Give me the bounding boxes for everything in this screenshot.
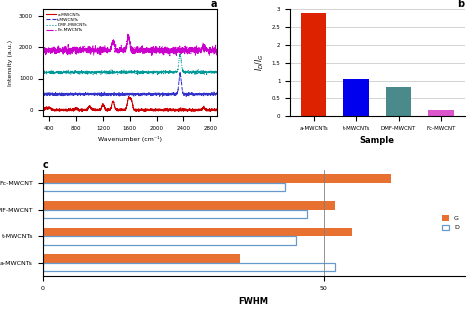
Fe-MWCNTs [177, 50, 183, 54]
Fe-MWCNTs [126, 32, 131, 36]
X-axis label: Wavenumber (cm⁻¹): Wavenumber (cm⁻¹) [98, 137, 162, 143]
Fe-MWCNTs [209, 47, 215, 51]
Legend: a-MWCNTs, t-MWCNTs, DMF-MWCNTs, Fe-MWCNTs: a-MWCNTs, t-MWCNTs, DMF-MWCNTs, Fe-MWCNT… [45, 12, 88, 33]
Bar [428, 110, 454, 116]
a-MWCNTs [209, 109, 215, 112]
a-MWCNTs [120, 108, 126, 112]
Fe-MWCNTs [167, 54, 173, 58]
Fe-MWCNTs [120, 50, 126, 54]
t-MWCNTs [177, 71, 183, 74]
a-MWCNTs [40, 107, 46, 111]
Bar [43, 228, 352, 236]
a-MWCNTs [49, 107, 55, 111]
Bar [301, 13, 326, 116]
a-MWCNTs [214, 108, 220, 112]
DMF-MWCNTs [120, 70, 126, 74]
Bar [43, 210, 307, 218]
DMF-MWCNTs [177, 54, 183, 58]
DMF-MWCNTs [177, 52, 183, 56]
DMF-MWCNTs [40, 70, 46, 74]
t-MWCNTs [120, 92, 126, 96]
Fe-MWCNTs [125, 40, 130, 44]
DMF-MWCNTs [214, 69, 220, 73]
t-MWCNTs [177, 71, 183, 74]
DMF-MWCNTs [125, 71, 130, 75]
Bar [343, 79, 369, 116]
Fe-MWCNTs [209, 49, 215, 52]
Bar [43, 201, 335, 210]
DMF-MWCNTs [49, 70, 55, 74]
DMF-MWCNTs [209, 72, 215, 76]
X-axis label: Sample: Sample [360, 137, 395, 145]
t-MWCNTs [209, 92, 215, 96]
Bar [43, 263, 335, 272]
Fe-MWCNTs [40, 50, 46, 54]
Bar [43, 254, 239, 263]
t-MWCNTs [49, 92, 55, 96]
Line: a-MWCNTs: a-MWCNTs [43, 97, 217, 112]
a-MWCNTs [125, 100, 130, 104]
t-MWCNTs [209, 92, 215, 95]
Text: a: a [210, 0, 217, 9]
Fe-MWCNTs [214, 47, 220, 51]
Bar [386, 87, 411, 116]
a-MWCNTs [136, 110, 142, 114]
Fe-MWCNTs [49, 48, 55, 51]
Text: b: b [457, 0, 465, 9]
Line: Fe-MWCNTs: Fe-MWCNTs [43, 34, 217, 56]
X-axis label: FWHM: FWHM [238, 297, 269, 306]
Text: c: c [43, 160, 48, 170]
Line: DMF-MWCNTs: DMF-MWCNTs [43, 54, 217, 75]
a-MWCNTs [177, 108, 183, 111]
Line: t-MWCNTs: t-MWCNTs [43, 73, 217, 96]
Bar [43, 174, 392, 183]
Legend: G, D: G, D [439, 213, 461, 233]
t-MWCNTs [214, 92, 220, 95]
a-MWCNTs [126, 95, 131, 99]
t-MWCNTs [125, 93, 130, 97]
t-MWCNTs [183, 95, 189, 98]
Y-axis label: $I_D/I_G$: $I_D/I_G$ [254, 54, 266, 72]
Bar [43, 183, 284, 192]
DMF-MWCNTs [209, 71, 215, 75]
Bar [43, 236, 296, 245]
DMF-MWCNTs [201, 73, 207, 77]
Y-axis label: Intensity (a.u.): Intensity (a.u.) [9, 40, 13, 86]
t-MWCNTs [40, 92, 46, 96]
a-MWCNTs [209, 108, 215, 111]
